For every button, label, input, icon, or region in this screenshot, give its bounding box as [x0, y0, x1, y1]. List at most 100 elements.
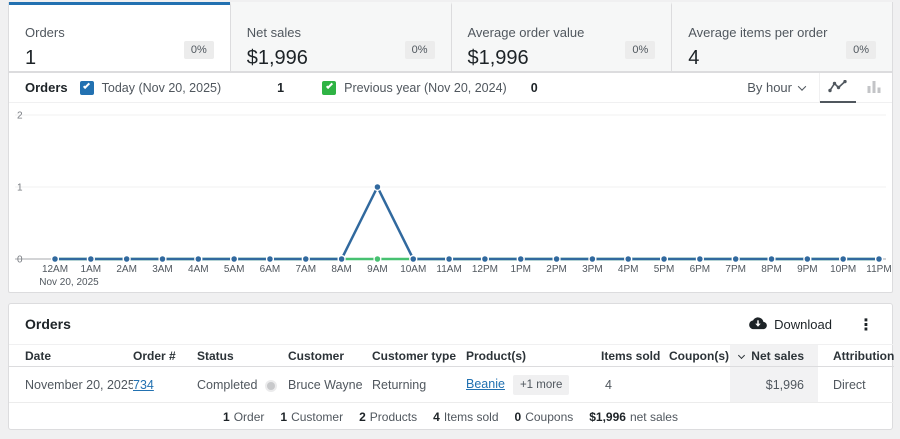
svg-text:7PM: 7PM: [725, 264, 746, 275]
card-value: $1,996: [246, 47, 308, 69]
svg-text:11AM: 11AM: [436, 264, 461, 275]
svg-text:4PM: 4PM: [618, 264, 639, 275]
summary-card-orders[interactable]: Orders 1 0%: [9, 2, 230, 71]
check-icon: [325, 81, 333, 89]
summary-card-average-order-value[interactable]: Average order value $1,996 0%: [450, 2, 672, 71]
svg-text:2AM: 2AM: [116, 264, 137, 275]
table-summary: 1 Order 1 Customer 2 Products 4 Items sold 0…: [9, 403, 892, 430]
table-header-row: Date Order # Status Customer Customer ty…: [9, 344, 894, 367]
svg-text:0: 0: [17, 255, 23, 266]
status-dot-icon: [267, 381, 276, 390]
column-header-date: Date: [9, 344, 133, 367]
delta-badge: 0%: [183, 41, 214, 59]
orders-chart-card: Orders Today (Nov 20, 2025) 1 Previous y…: [8, 72, 893, 293]
svg-text:9PM: 9PM: [797, 264, 818, 275]
summary-orders: 1 Order: [223, 409, 265, 424]
card-value: 4: [688, 47, 700, 69]
legend-item-previous-year[interactable]: Previous year (Nov 20, 2024): [322, 80, 507, 95]
svg-text:6PM: 6PM: [690, 264, 711, 275]
svg-text:10PM: 10PM: [830, 264, 856, 275]
card-value: 1: [25, 47, 37, 69]
svg-text:2: 2: [17, 111, 23, 122]
chart-header: Orders Today (Nov 20, 2025) 1 Previous y…: [9, 72, 892, 103]
svg-text:12PM: 12PM: [472, 264, 498, 275]
orders-line-chart: 0 1 2 12AM 1AM 2AM 3AM 4AM 5AM 6AM 7AM 8AM 9AM 10AM 11…: [9, 103, 892, 291]
column-header-status: Status: [197, 344, 288, 367]
interval-label: By hour: [747, 80, 792, 95]
summary-coupons: 0 Coupons: [514, 409, 574, 424]
chart-canvas: 0 1 2 12AM 1AM 2AM 3AM 4AM 5AM 6AM 7AM 8AM 9AM 10AM 11…: [15, 111, 892, 288]
card-label: Average items per order: [688, 25, 828, 40]
summary-products: 2 Products: [359, 409, 418, 424]
column-header-attribution: Attribution: [818, 344, 894, 367]
checkbox-checked-icon[interactable]: [79, 80, 94, 95]
svg-text:9AM: 9AM: [367, 264, 388, 275]
line-chart-toggle[interactable]: [820, 73, 856, 103]
column-header-customer-type: Customer type: [372, 344, 466, 367]
card-label: Average order value: [467, 25, 585, 40]
order-link[interactable]: 734: [133, 377, 154, 392]
cell-order: 734: [133, 366, 197, 403]
summary-card-net-sales[interactable]: Net sales $1,996 0%: [229, 2, 451, 71]
table-row: November 20, 2025 734 Completed Bruce Wa…: [9, 366, 894, 403]
cell-date: November 20, 2025: [9, 366, 133, 403]
svg-text:6AM: 6AM: [260, 264, 281, 275]
svg-text:10AM: 10AM: [400, 264, 426, 275]
svg-text:12AM: 12AM: [42, 264, 68, 275]
cell-status: Completed: [197, 366, 288, 403]
column-header-items-sold: Items sold: [601, 344, 669, 367]
summary-cards: Orders 1 0% Net sales $1,996 0% Average …: [8, 2, 893, 72]
svg-text:3AM: 3AM: [152, 264, 173, 275]
cell-customer: Bruce Wayne: [288, 366, 372, 403]
column-header-order: Order #: [133, 344, 197, 367]
delta-badge: 0%: [846, 41, 876, 59]
line-chart-icon: [828, 80, 847, 93]
svg-text:2PM: 2PM: [546, 264, 567, 275]
svg-text:11PM: 11PM: [866, 264, 891, 275]
card-label: Orders: [25, 25, 65, 40]
svg-text:5PM: 5PM: [654, 264, 675, 275]
column-header-customer: Customer: [288, 344, 372, 367]
legend-item-today[interactable]: Today (Nov 20, 2025): [79, 80, 222, 95]
cell-items-sold: 4: [601, 366, 669, 403]
cell-products: Beanie +1 more: [466, 366, 601, 403]
orders-table-card: Orders Download ⋮ Date Order #: [8, 303, 894, 430]
svg-text:8PM: 8PM: [761, 264, 782, 275]
cell-coupons: [669, 366, 730, 403]
cloud-download-icon: [749, 317, 768, 330]
legend-value-previous-year: 0: [530, 80, 538, 95]
summary-items-sold: 4 Items sold: [433, 409, 499, 424]
checkbox-checked-icon[interactable]: [322, 80, 337, 95]
bar-chart-icon: [867, 81, 881, 93]
download-label: Download: [774, 316, 832, 332]
delta-badge: 0%: [625, 41, 656, 59]
product-link[interactable]: Beanie: [466, 376, 505, 391]
column-header-net-sales[interactable]: Net sales: [730, 344, 818, 367]
download-button[interactable]: Download: [749, 317, 832, 332]
column-header-coupons: Coupon(s): [669, 344, 730, 367]
svg-text:1: 1: [17, 183, 23, 194]
svg-text:Nov 20, 2025: Nov 20, 2025: [39, 277, 99, 288]
cell-customer-type: Returning: [372, 366, 466, 403]
svg-text:3PM: 3PM: [582, 264, 603, 275]
sort-chevron-icon: [738, 351, 746, 359]
card-value: $1,996: [467, 47, 529, 69]
cell-attribution: Direct: [818, 366, 894, 403]
table-header: Orders Download ⋮: [9, 304, 892, 344]
svg-text:4AM: 4AM: [188, 264, 209, 275]
summary-net-sales: $1,996 net sales: [589, 409, 678, 424]
cell-net-sales: $1,996: [730, 366, 818, 403]
svg-text:5AM: 5AM: [224, 264, 245, 275]
interval-select[interactable]: By hour: [747, 80, 807, 95]
summary-card-average-items-per-order[interactable]: Average items per order 4 0%: [671, 2, 892, 71]
svg-text:1PM: 1PM: [510, 264, 531, 275]
legend-value-today: 1: [277, 80, 285, 95]
more-products-pill[interactable]: +1 more: [512, 374, 570, 395]
legend-label: Today (Nov 20, 2025): [101, 80, 222, 95]
more-menu-button[interactable]: ⋮: [858, 314, 874, 334]
bar-chart-toggle[interactable]: [856, 73, 892, 103]
delta-badge: 0%: [404, 41, 435, 59]
legend-label: Previous year (Nov 20, 2024): [344, 80, 507, 95]
card-label: Net sales: [246, 25, 301, 40]
